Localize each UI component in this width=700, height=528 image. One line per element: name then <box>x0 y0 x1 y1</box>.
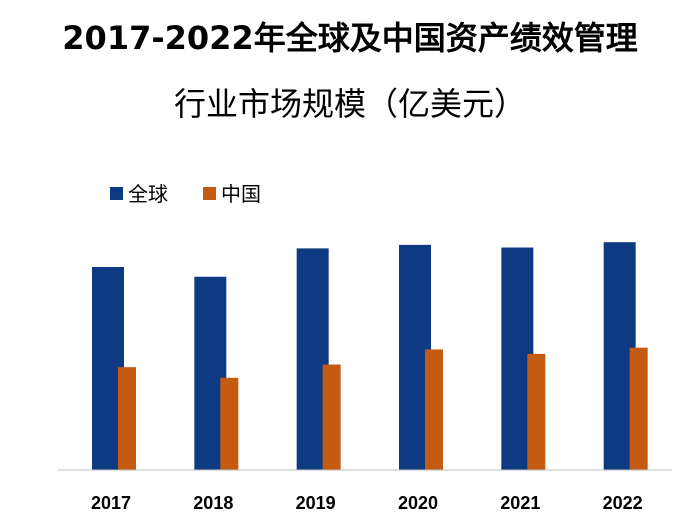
x-tick-label-2022: 2022 <box>603 493 643 513</box>
bar-china-2018 <box>220 377 239 470</box>
x-tick-label-2020: 2020 <box>398 493 438 513</box>
bar-china-2019 <box>322 364 341 470</box>
x-tick-label-2019: 2019 <box>296 493 336 513</box>
legend-label-global: 全球 <box>128 182 168 206</box>
bar-china-2021 <box>527 353 546 470</box>
legend-swatch-global <box>110 187 123 200</box>
legend-label-china: 中国 <box>221 182 261 206</box>
bar-china-2020 <box>425 349 443 470</box>
bar-china-2022 <box>629 347 648 470</box>
x-tick-labels: 2017 2018 2019 2020 2021 2022 <box>91 493 643 513</box>
bar-china-2017 <box>118 367 136 470</box>
x-tick-label-2018: 2018 <box>193 493 233 513</box>
legend-swatch-china <box>203 187 216 200</box>
x-tick-label-2017: 2017 <box>91 493 131 513</box>
chart-title-line1: 2017-2022年全球及中国资产绩效管理 <box>62 19 638 57</box>
x-tick-label-2021: 2021 <box>500 493 540 513</box>
bars-group <box>92 242 648 470</box>
chart-title-line2: 行业市场规模（亿美元） <box>173 85 526 123</box>
legend: 全球 中国 <box>110 182 261 206</box>
